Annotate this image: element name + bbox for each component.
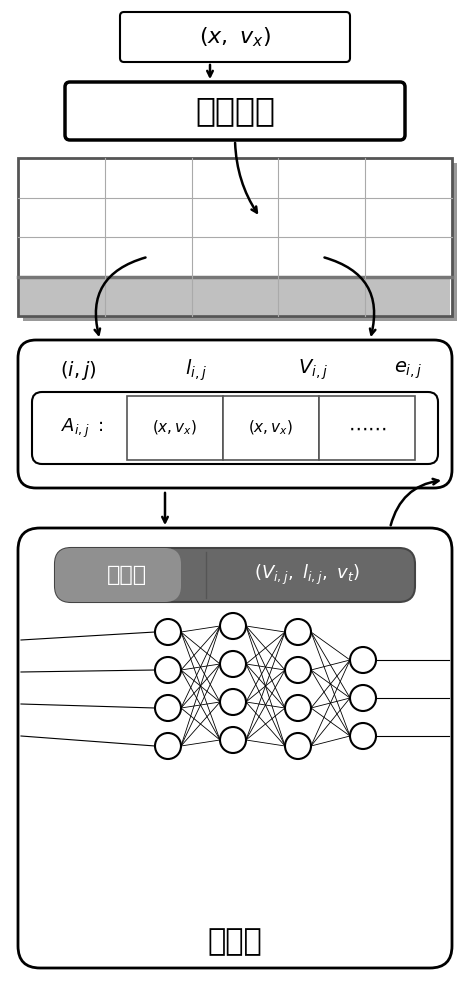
FancyBboxPatch shape bbox=[55, 548, 415, 602]
FancyBboxPatch shape bbox=[20, 277, 450, 315]
FancyBboxPatch shape bbox=[18, 528, 452, 968]
Text: $e_{i,j}$: $e_{i,j}$ bbox=[394, 359, 422, 381]
FancyBboxPatch shape bbox=[18, 158, 452, 316]
Circle shape bbox=[285, 695, 311, 721]
Circle shape bbox=[350, 647, 376, 673]
Text: $A_{i,j}\ :$: $A_{i,j}\ :$ bbox=[61, 416, 103, 440]
Circle shape bbox=[155, 733, 181, 759]
Text: $(x,v_x)$: $(x,v_x)$ bbox=[249, 419, 294, 437]
Circle shape bbox=[285, 733, 311, 759]
FancyBboxPatch shape bbox=[55, 548, 181, 602]
Circle shape bbox=[350, 723, 376, 749]
FancyBboxPatch shape bbox=[120, 12, 350, 62]
Text: 哈希函数: 哈希函数 bbox=[195, 95, 275, 127]
Text: $(i,j)$: $(i,j)$ bbox=[60, 359, 96, 381]
Text: 状态：: 状态： bbox=[107, 565, 147, 585]
Circle shape bbox=[350, 685, 376, 711]
Text: $(x,\ v_x)$: $(x,\ v_x)$ bbox=[199, 25, 271, 49]
Circle shape bbox=[155, 695, 181, 721]
FancyBboxPatch shape bbox=[127, 396, 223, 460]
Text: $V_{i,j}$: $V_{i,j}$ bbox=[298, 358, 328, 382]
Circle shape bbox=[220, 613, 246, 639]
Circle shape bbox=[155, 619, 181, 645]
Text: $\cdots\cdots$: $\cdots\cdots$ bbox=[348, 418, 386, 438]
Circle shape bbox=[220, 689, 246, 715]
FancyBboxPatch shape bbox=[65, 82, 405, 140]
FancyBboxPatch shape bbox=[32, 392, 438, 464]
Circle shape bbox=[285, 657, 311, 683]
Circle shape bbox=[155, 657, 181, 683]
FancyBboxPatch shape bbox=[23, 163, 457, 321]
Circle shape bbox=[220, 651, 246, 677]
Circle shape bbox=[285, 619, 311, 645]
Text: $(V_{i,j},\ l_{i,j},\ v_t)$: $(V_{i,j},\ l_{i,j},\ v_t)$ bbox=[254, 563, 360, 587]
FancyBboxPatch shape bbox=[18, 340, 452, 488]
Text: $l_{i,j}$: $l_{i,j}$ bbox=[185, 357, 207, 383]
Text: $(x,v_x)$: $(x,v_x)$ bbox=[152, 419, 197, 437]
Circle shape bbox=[220, 727, 246, 753]
FancyBboxPatch shape bbox=[319, 396, 415, 460]
Text: 智能体: 智能体 bbox=[208, 928, 262, 956]
FancyBboxPatch shape bbox=[223, 396, 319, 460]
